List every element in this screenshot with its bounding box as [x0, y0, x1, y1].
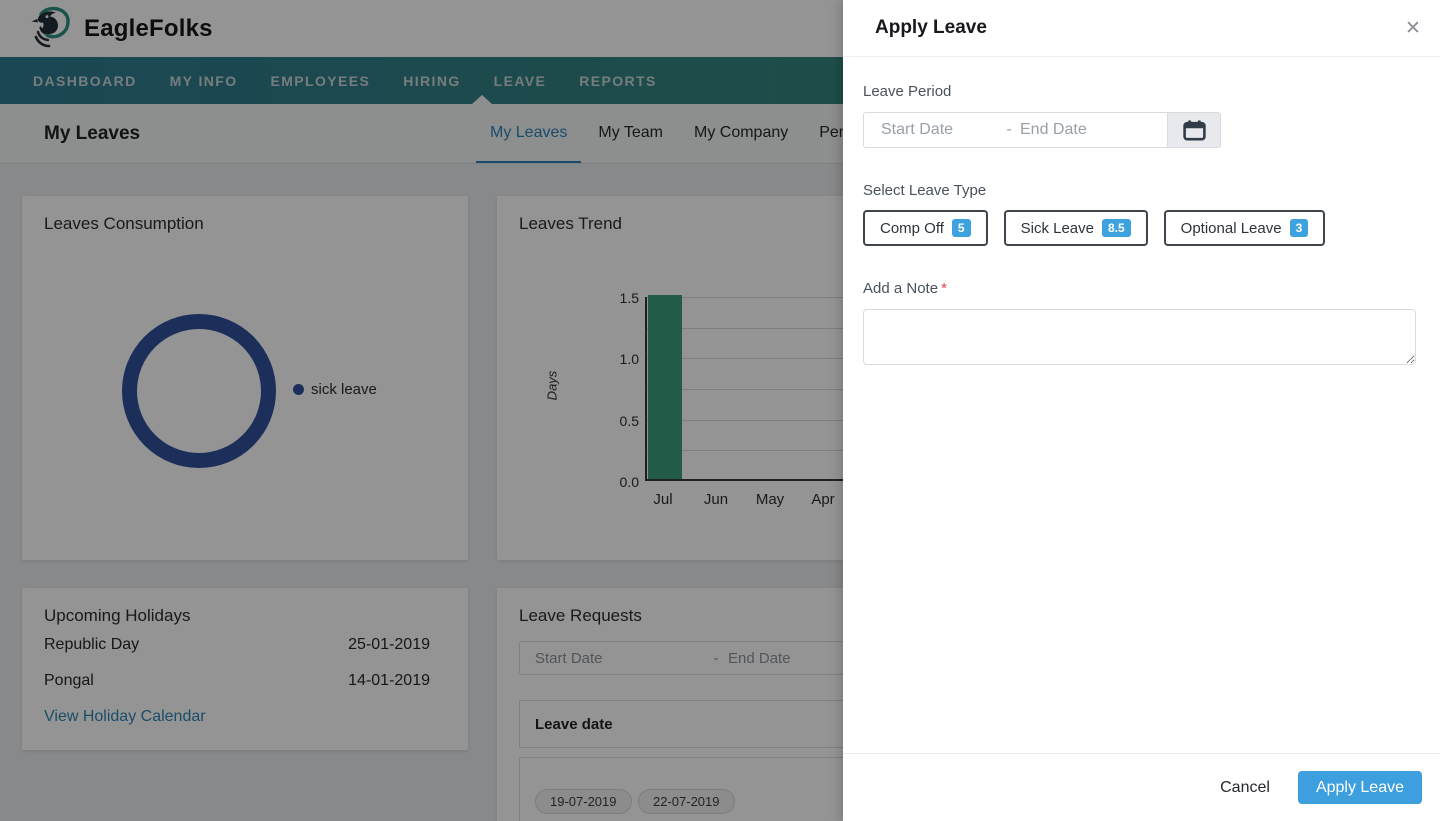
card-title: Leaves Consumption [44, 214, 204, 233]
leave-period-label: Leave Period [863, 83, 952, 100]
leave-period-input: Start Date - End Date [863, 112, 1221, 148]
tab-my-company[interactable]: My Company [693, 123, 789, 141]
y-tick-label: 1.0 [619, 351, 639, 367]
balance-badge: 8.5 [1101, 219, 1131, 237]
apply-leave-button[interactable]: Apply Leave [1297, 771, 1422, 804]
drawer-header: Apply Leave ✕ [843, 0, 1440, 57]
leave-type-sick-leave-button[interactable]: Sick Leave 8.5 [1003, 210, 1148, 246]
active-nav-caret-icon [472, 95, 492, 104]
leave-date-chip: 22-07-2019 [638, 789, 735, 814]
tab-truncated[interactable]: Per [819, 123, 845, 141]
tab-my-leaves[interactable]: My Leaves [476, 104, 582, 163]
gridline [647, 450, 965, 451]
holiday-date: 25-01-2019 [348, 636, 430, 653]
gridline [647, 297, 965, 298]
gridline [647, 420, 965, 421]
view-holiday-calendar-link[interactable]: View Holiday Calendar [44, 708, 206, 725]
select-leave-type-label: Select Leave Type [863, 182, 987, 199]
add-note-label-text: Add a Note [863, 280, 939, 297]
nav-item-my-info[interactable]: MY INFO [169, 72, 238, 89]
holiday-row: Republic Day 25-01-2019 [44, 636, 430, 654]
leave-type-optional-leave-button[interactable]: Optional Leave 3 [1163, 210, 1326, 246]
drawer-footer: Cancel Apply Leave [843, 753, 1440, 821]
calendar-icon [1182, 119, 1206, 141]
nav-item-reports[interactable]: REPORTS [579, 72, 657, 89]
date-separator: - [713, 649, 719, 667]
legend-label: sick leave [311, 381, 377, 398]
leave-type-options: Comp Off 5 Sick Leave 8.5 Optional Leave… [863, 210, 1416, 246]
x-tick-label: Jun [703, 491, 729, 508]
holiday-name: Republic Day [44, 636, 140, 653]
bar-jul [648, 295, 682, 479]
card-title: Leave Requests [519, 606, 642, 625]
legend-dot [293, 384, 304, 395]
nav-item-leave[interactable]: LEAVE [493, 72, 547, 89]
bar-chart-plot-area [645, 295, 965, 481]
nav-item-dashboard[interactable]: DASHBOARD [33, 72, 137, 89]
apply-leave-drawer: Apply Leave ✕ Leave Period Start Date - … [843, 0, 1440, 821]
gridline [647, 358, 965, 359]
end-date-placeholder: End Date [728, 649, 791, 667]
start-date-placeholder: Start Date [881, 121, 954, 138]
chart-legend: sick leave [293, 381, 377, 398]
card-title: Upcoming Holidays [44, 606, 191, 625]
gridline [647, 389, 965, 390]
leave-request-row[interactable]: 19-07-2019 22-07-2019 [519, 757, 945, 821]
eaglefolks-logo-icon [31, 6, 70, 47]
leave-date-chip: 19-07-2019 [535, 789, 632, 814]
leave-period-date-range-input[interactable]: Start Date - End Date [864, 113, 1167, 147]
x-tick-label: Apr [811, 491, 835, 508]
brand-name: EagleFolks [84, 14, 213, 42]
balance-badge: 3 [1289, 219, 1309, 237]
holiday-row: Pongal 14-01-2019 [44, 672, 430, 690]
add-note-label: Add a Note * [863, 280, 1416, 297]
leave-type-label: Sick Leave [1020, 219, 1094, 237]
drawer-title: Apply Leave [875, 17, 987, 38]
y-tick-label: 1.5 [619, 290, 639, 306]
gridline [647, 328, 965, 329]
page-title: My Leaves [44, 122, 141, 144]
close-icon[interactable]: ✕ [1402, 18, 1424, 40]
note-textarea[interactable] [863, 309, 1416, 365]
start-date-placeholder: Start Date [535, 649, 603, 667]
leave-type-comp-off-button[interactable]: Comp Off 5 [863, 210, 988, 246]
balance-badge: 5 [951, 219, 971, 237]
cancel-button[interactable]: Cancel [1220, 778, 1270, 796]
leave-type-label: Optional Leave [1180, 219, 1282, 237]
leave-tabs: My Leaves My Team My Company Per [476, 104, 858, 163]
end-date-placeholder: End Date [1020, 121, 1087, 138]
y-tick-label: 0.5 [619, 413, 639, 429]
leaves-consumption-card: Leaves Consumption sick leave [22, 196, 468, 560]
holiday-date: 14-01-2019 [348, 672, 430, 689]
nav-item-employees[interactable]: EMPLOYEES [270, 72, 371, 89]
required-marker: * [941, 280, 947, 297]
date-separator: - [1006, 121, 1012, 138]
tab-my-team[interactable]: My Team [598, 123, 663, 141]
x-tick-label: May [755, 491, 785, 508]
card-title: Leaves Trend [519, 214, 623, 233]
y-tick-label: 0.0 [619, 474, 639, 490]
x-tick-label: Jul [653, 491, 673, 508]
calendar-picker-button[interactable] [1167, 113, 1220, 147]
leave-type-label: Comp Off [880, 219, 944, 237]
holiday-name: Pongal [44, 672, 94, 689]
nav-item-hiring[interactable]: HIRING [403, 72, 461, 89]
drawer-body: Leave Period Start Date - End Date [843, 57, 1440, 370]
upcoming-holidays-card: Upcoming Holidays Republic Day 25-01-201… [22, 588, 468, 750]
